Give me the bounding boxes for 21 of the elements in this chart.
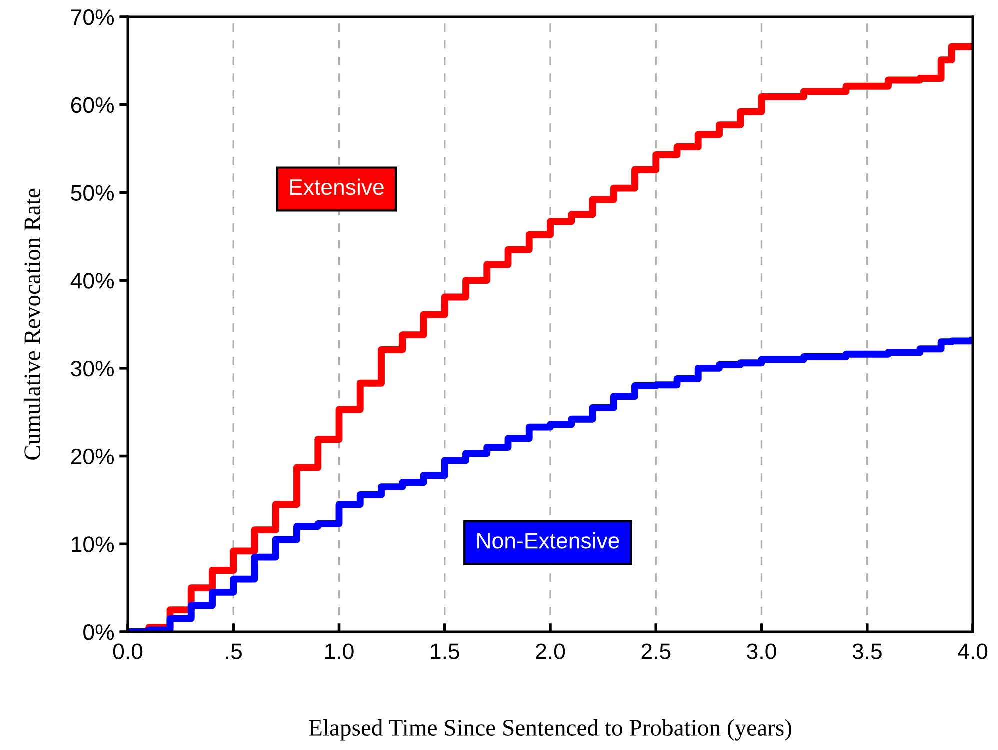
- x-tick-label: 1.5: [431, 644, 460, 660]
- y-tick-label: 20%: [71, 448, 114, 465]
- x-tick-label: 3.5: [852, 644, 882, 660]
- y-tick-label: 50%: [71, 185, 114, 201]
- y-tick-label: 60%: [71, 97, 114, 114]
- y-tick-label: 10%: [72, 536, 114, 552]
- y-tick-label: 40%: [70, 273, 114, 289]
- y-tick-label: 0%: [84, 624, 114, 640]
- y-tick-label: 30%: [71, 360, 114, 377]
- x-tick-label: 0.0: [113, 644, 143, 660]
- x-tick-label: 1.0: [326, 644, 354, 660]
- x-tick-label: .5: [226, 644, 242, 660]
- x-tick-label: 2.0: [536, 644, 566, 660]
- text: Extensive: [290, 178, 384, 196]
- x-tick-label: 2.5: [642, 644, 671, 660]
- x-axis-title: Elapsed Time Since Sentenced to Probation (years): [309, 719, 792, 741]
- y-tick-label: 70%: [71, 10, 114, 26]
- x-tick-label: 3.0: [747, 644, 776, 660]
- text: Non-Extensive: [478, 532, 620, 549]
- y-axis-title: Cumulative Revocation Rate: [24, 188, 41, 460]
- x-tick-label: 4.0: [958, 644, 988, 660]
